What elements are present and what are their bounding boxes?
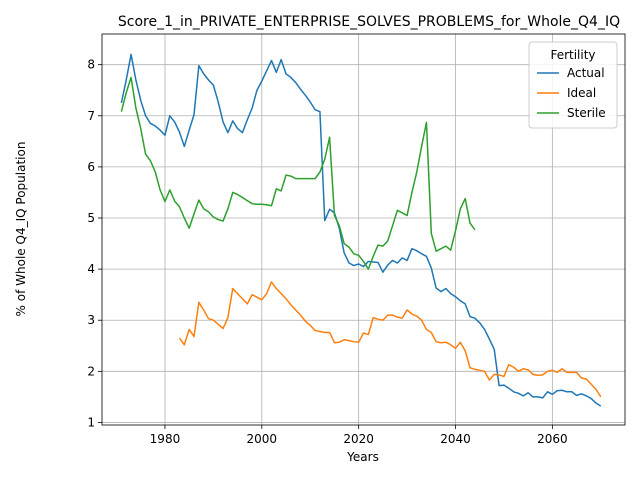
- y-tick-label: 8: [87, 58, 95, 72]
- legend-entry-actual: Actual: [567, 66, 605, 80]
- series-line-actual: [120, 53, 602, 407]
- x-tick-label: 2020: [343, 432, 374, 446]
- legend-frame: [528, 41, 618, 129]
- x-tick-label: 2060: [537, 432, 568, 446]
- y-axis-label: % of Whole Q4_IQ Population: [14, 142, 28, 317]
- x-tick-label: 1980: [150, 432, 181, 446]
- y-axis-ticks: 1 2 3 4 5 6 7 8: [87, 58, 102, 429]
- y-tick-label: 1: [87, 415, 95, 429]
- series-line-ideal: [178, 281, 602, 398]
- series-line-sterile: [120, 76, 476, 270]
- y-tick-label: 3: [87, 313, 95, 327]
- legend-title: Fertility: [550, 48, 595, 62]
- legend-entry-sterile: Sterile: [567, 106, 606, 120]
- x-tick-label: 2000: [247, 432, 278, 446]
- grid-lines: [102, 34, 625, 425]
- x-tick-label: 2040: [440, 432, 471, 446]
- y-tick-label: 4: [87, 262, 95, 276]
- plot-frame: [101, 33, 626, 426]
- y-tick-label: 2: [87, 364, 95, 378]
- x-axis-ticks: 1980 2000 2020 2040 2060: [150, 425, 568, 446]
- chart-title: Score_1_in_PRIVATE_ENTERPRISE_SOLVES_PRO…: [118, 14, 620, 30]
- x-axis-label: Years: [346, 450, 379, 464]
- legend-entry-ideal: Ideal: [567, 86, 596, 100]
- y-tick-label: 5: [87, 211, 95, 225]
- legend: Fertility Actual Ideal Sterile: [528, 41, 618, 129]
- y-tick-label: 7: [87, 109, 95, 123]
- series-lines: [120, 53, 602, 407]
- y-tick-label: 6: [87, 160, 95, 174]
